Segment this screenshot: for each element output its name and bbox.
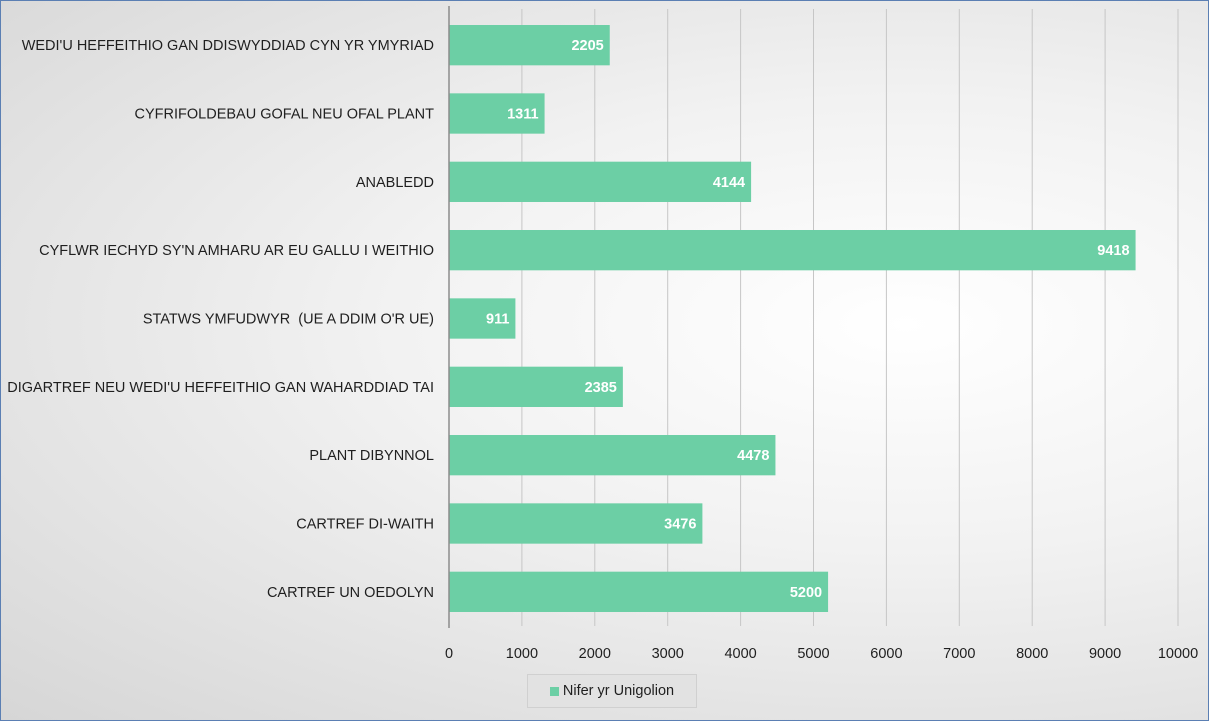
- category-label: STATWS YMFUDWYR (UE A DDIM O'R UE): [143, 312, 434, 328]
- data-label: 2205: [571, 38, 603, 54]
- label-layer: 2205 WEDI'U HEFFEITHIO GAN DDISWYDDIAD CY…: [7, 38, 1129, 601]
- x-tick-label: 5000: [797, 646, 829, 662]
- category-label: CYFLWR IECHYD SY'N AMHARU AR EU GALLU I …: [39, 243, 434, 259]
- bar: [449, 503, 703, 544]
- category-label: ANABLEDD: [356, 175, 434, 191]
- bar: [449, 366, 623, 407]
- bar-layer: [449, 25, 1136, 612]
- legend-swatch: [549, 686, 559, 696]
- category-label: CYFRIFOLDEBAU GOFAL NEU OFAL PLANT: [135, 107, 435, 123]
- data-label: 1311: [507, 107, 538, 123]
- x-tick-label: 10000: [1158, 646, 1198, 662]
- x-tick-label: 6000: [870, 646, 902, 662]
- bar: [449, 230, 1136, 271]
- x-tick-label: 8000: [1016, 646, 1048, 662]
- x-tick-label: 4000: [724, 646, 756, 662]
- x-tick-label: 3000: [652, 646, 684, 662]
- bar: [449, 435, 776, 476]
- bar: [449, 93, 545, 134]
- legend-label: Nifer yr Unigolion: [562, 683, 675, 699]
- data-label: 4144: [713, 175, 745, 191]
- x-tick-label: 9000: [1089, 646, 1121, 662]
- category-label: CARTREF UN OEDOLYN: [267, 585, 434, 601]
- bar: [449, 298, 516, 339]
- x-tick-label: 0: [445, 646, 453, 662]
- data-label: 5200: [790, 585, 822, 601]
- bar: [449, 25, 610, 66]
- x-tick-label: 1000: [506, 646, 538, 662]
- category-label: CARTREF DI-WAITH: [296, 517, 434, 533]
- data-label: 9418: [1097, 243, 1129, 259]
- legend: Nifer yr Unigolion: [527, 674, 697, 708]
- data-label: 3476: [664, 517, 696, 533]
- tick-layer: 0 1000 2000 3000 4000 5000 6000 7000 8000 9000 100…: [445, 646, 1198, 662]
- category-label: WEDI'U HEFFEITHIO GAN DDISWYDDIAD CYN YR…: [22, 38, 434, 54]
- category-label: PLANT DIBYNNOL: [309, 448, 434, 464]
- bar: [449, 571, 829, 612]
- data-label: 911: [486, 312, 509, 328]
- data-label: 2385: [585, 380, 617, 396]
- data-label: 4478: [737, 448, 769, 464]
- x-tick-label: 7000: [943, 646, 975, 662]
- x-tick-label: 2000: [579, 646, 611, 662]
- bar: [449, 161, 752, 202]
- category-label: DIGARTREF NEU WEDI'U HEFFEITHIO GAN WAHA…: [7, 380, 434, 396]
- grid-layer: [521, 9, 1179, 626]
